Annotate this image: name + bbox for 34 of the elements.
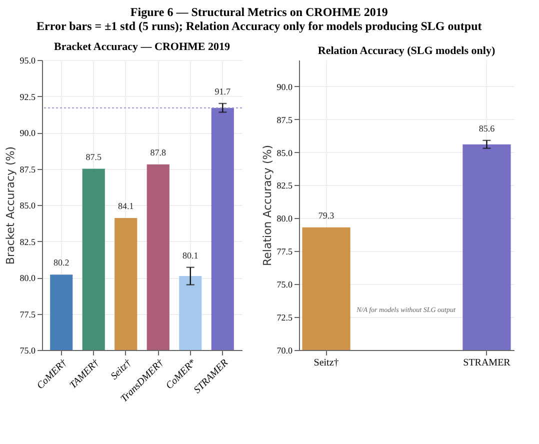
y-tick-label: 87.5 bbox=[20, 164, 36, 174]
y-tick-label: 82.5 bbox=[20, 236, 36, 247]
data-label: 80.2 bbox=[53, 258, 70, 268]
y-tick-label: 95.0 bbox=[20, 56, 36, 66]
y-tick-label: 82.5 bbox=[276, 180, 293, 191]
y-tick-label: 87.5 bbox=[276, 114, 293, 125]
data-label: 87.5 bbox=[86, 152, 102, 162]
data-label: 84.1 bbox=[118, 201, 134, 212]
y-tick-label: 80.0 bbox=[20, 273, 36, 283]
chart-title: Bracket Accuracy — CROHME 2019 bbox=[54, 41, 230, 53]
y-tick-label: 75.0 bbox=[276, 280, 293, 290]
y-tick-label: 80.0 bbox=[276, 214, 293, 224]
x-tick-label: Seitz† bbox=[314, 358, 339, 368]
y-axis-title: Bracket Accuracy (%) bbox=[4, 146, 17, 265]
y-tick-label: 85.0 bbox=[276, 148, 293, 158]
y-tick-label: 85.0 bbox=[20, 200, 36, 210]
caption: Figure 6 — Structural Metrics on CROHME 2019 bbox=[130, 5, 388, 19]
data-label: 87.8 bbox=[150, 147, 167, 158]
data-label: 79.3 bbox=[318, 210, 335, 220]
y-tick-label: 77.5 bbox=[20, 309, 36, 320]
text: Error bars = ±1 std (5 runs); Relation Accuracy only for models producing SLG output bbox=[36, 19, 482, 33]
y-tick-label: 72.5 bbox=[276, 312, 293, 323]
chart-title: Relation Accuracy (SLG models only) bbox=[318, 45, 496, 57]
y-tick-label: 70.0 bbox=[276, 346, 293, 356]
y-tick-label: 75.0 bbox=[20, 346, 36, 356]
data-label: 91.7 bbox=[214, 86, 232, 96]
x-tick-label: STRAMER bbox=[463, 358, 511, 368]
data-label: 80.1 bbox=[182, 250, 198, 260]
y-axis-title: Relation Accuracy (%) bbox=[260, 144, 274, 266]
y-tick-label: 90.0 bbox=[276, 82, 293, 92]
y-tick-label: 90.0 bbox=[20, 128, 36, 138]
y-tick-label: 92.5 bbox=[20, 92, 36, 102]
y-tick-label: 77.5 bbox=[276, 246, 293, 257]
data-label: 85.6 bbox=[478, 123, 496, 134]
